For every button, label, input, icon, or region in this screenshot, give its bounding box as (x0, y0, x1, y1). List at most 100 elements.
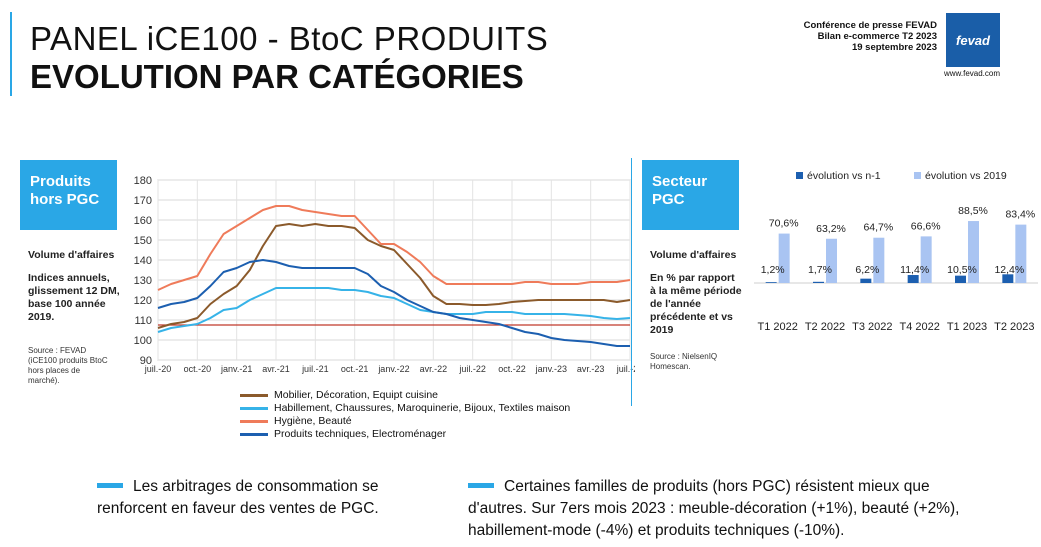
bar-vs-n1 (860, 278, 872, 283)
legend-swatch (240, 394, 268, 397)
line-chart-legend: Mobilier, Décoration, Equipt cuisine Habi… (240, 389, 570, 441)
bar-vs-2019 (873, 237, 885, 283)
x-tick-label: janv.-21 (220, 364, 252, 374)
conference-info-line2: Bilan e-commerce T2 2023 (817, 31, 937, 42)
bar-category-label: T1 2022 (757, 321, 797, 333)
bar-legend-label-2: évolution vs 2019 (925, 170, 1007, 182)
y-tick-label: 100 (134, 335, 152, 347)
legend-item-2: Habillement, Chaussures, Maroquinerie, B… (240, 402, 570, 415)
y-tick-label: 130 (134, 275, 152, 287)
bar-legend-swatch-2 (914, 172, 921, 179)
bar-label-vs-2019: 64,7% (863, 222, 893, 234)
bar-vs-2019 (778, 233, 790, 283)
bar-vs-n1 (765, 282, 777, 283)
right-panel-source: Source : NielsenIQ Homescan. (650, 352, 718, 371)
legend-item-4: Produits techniques, Electroménager (240, 428, 570, 441)
legend-swatch (240, 420, 268, 423)
legend-label: Habillement, Chaussures, Maroquinerie, B… (274, 402, 571, 414)
right-panel-subtitle: Volume d'affaires (650, 249, 737, 261)
bar-vs-n1 (955, 275, 966, 283)
bar-label-vs-n1: 10,5% (947, 264, 977, 276)
x-tick-label: juil.-20 (144, 364, 172, 374)
x-tick-label: avr.-23 (577, 364, 605, 374)
right-panel-title: Secteur PGC (652, 173, 708, 208)
fevad-logo-text: fevad (956, 32, 990, 48)
bar-label-vs-2019: 88,5% (958, 205, 988, 217)
y-tick-label: 160 (134, 215, 152, 227)
bar-vs-2019 (826, 238, 837, 283)
conference-info-line1: Conférence de presse FEVAD (803, 20, 937, 31)
fevad-logo: fevad (946, 13, 1000, 67)
y-tick-label: 170 (134, 195, 152, 207)
bar-legend-swatch-1 (796, 172, 803, 179)
bottom-right-text: Certaines familles de produits (hors PGC… (468, 478, 960, 539)
x-tick-label: janv.-23 (535, 364, 567, 374)
bar-category-label: T2 2023 (994, 321, 1034, 333)
fevad-url: www.fevad.com (944, 69, 1001, 78)
series-line-2 (157, 287, 631, 333)
legend-label: Hygiène, Beauté (274, 415, 352, 427)
title-accent-line (10, 12, 12, 96)
series-line-3 (157, 205, 631, 291)
bar-vs-2019 (968, 221, 979, 283)
x-tick-label: janv.-22 (377, 364, 409, 374)
x-tick-label: juil.-23 (616, 364, 635, 374)
x-tick-label: oct.-21 (341, 364, 369, 374)
bar-label-vs-n1: 1,7% (808, 264, 832, 276)
bottom-left-text: Les arbitrages de consommation se renfor… (97, 478, 379, 517)
left-panel-title: Produits hors PGC (30, 173, 100, 208)
x-tick-label: oct.-22 (498, 364, 526, 374)
bar-category-label: T3 2022 (852, 321, 892, 333)
bar-legend-label-1: évolution vs n-1 (807, 170, 881, 182)
conference-info: Conférence de presse FEVAD Bilan e-comme… (804, 20, 937, 53)
legend-swatch (240, 407, 268, 410)
bar-label-vs-n1: 11,4% (900, 264, 929, 276)
bar-label-vs-2019: 83,4% (1005, 209, 1035, 221)
bar-chart: évolution vs n-1 évolution vs 2019 70,6% 1,… (754, 170, 1038, 333)
bar-vs-n1 (907, 275, 919, 283)
bar-category-label: T4 2022 (899, 321, 939, 333)
x-tick-label: avr.-21 (262, 364, 290, 374)
x-tick-label: oct.-20 (184, 364, 212, 374)
legend-swatch (240, 433, 268, 436)
line-chart: 90 100 110 120 130 140 150 160 170 180 juil.-20 oct… (134, 175, 635, 374)
page-subtitle: EVOLUTION PAR CATÉGORIES (30, 58, 524, 95)
legend-item-3: Hygiène, Beauté (240, 415, 570, 428)
conference-info-line3: 19 septembre 2023 (851, 42, 937, 53)
right-panel-title-box: Secteur PGC (642, 160, 739, 230)
y-tick-label: 120 (134, 295, 152, 307)
series-line-1 (157, 223, 631, 329)
bar-category-label: T2 2022 (805, 321, 845, 333)
bar-label-vs-2019: 70,6% (769, 218, 799, 230)
bar-label-vs-n1: 12,4% (994, 264, 1024, 276)
left-panel-subtitle: Volume d'affaires (28, 249, 115, 261)
page-title: PANEL iCE100 - BtoC PRODUITS (30, 20, 549, 57)
bullet-left (97, 483, 123, 488)
bar-label-vs-2019: 63,2% (816, 223, 846, 235)
bar-vs-n1 (1002, 274, 1014, 283)
x-tick-label: juil.-21 (301, 364, 329, 374)
bar-label-vs-n1: 1,2% (761, 264, 785, 276)
bar-category-label: T1 2023 (947, 321, 987, 333)
left-panel-source: Source : FEVAD (iCE100 produits BtoC hor… (28, 346, 108, 385)
bar-label-vs-2019: 66,6% (911, 220, 941, 232)
divider-line (631, 158, 632, 406)
y-tick-label: 180 (134, 175, 152, 187)
right-panel-description: En % par rapport à la même période de l'… (650, 272, 742, 336)
bar-label-vs-n1: 6,2% (855, 264, 879, 276)
x-tick-label: avr.-22 (420, 364, 448, 374)
bullet-right (468, 483, 494, 488)
series-line-4 (157, 259, 630, 347)
left-panel-description: Indices annuels, glissement 12 DM, base … (28, 272, 120, 323)
legend-label: Produits techniques, Electroménager (274, 428, 447, 440)
y-tick-label: 110 (134, 315, 152, 327)
y-tick-label: 150 (134, 235, 152, 247)
legend-label: Mobilier, Décoration, Equipt cuisine (274, 389, 439, 401)
bar-vs-n1 (813, 281, 824, 283)
y-tick-label: 90 (140, 355, 152, 367)
bar-vs-2019 (920, 236, 932, 283)
bar-vs-2019 (1015, 224, 1027, 283)
left-panel-title-box: Produits hors PGC (20, 160, 117, 230)
x-tick-label: juil.-22 (458, 364, 486, 374)
y-tick-label: 140 (134, 255, 152, 267)
